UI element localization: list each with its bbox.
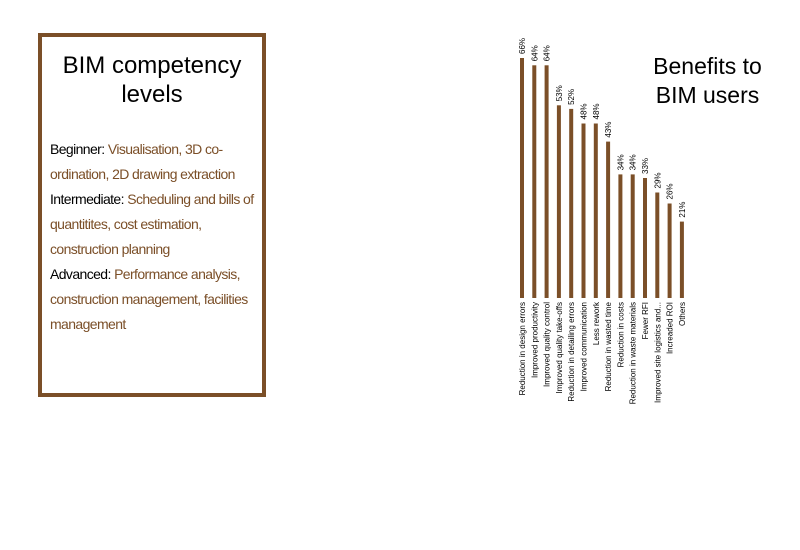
bar-7 <box>606 141 611 298</box>
bar-value-label-2: 64% <box>543 45 552 61</box>
bar-value-label-0: 66% <box>518 38 527 54</box>
bar-value-label-9: 34% <box>629 154 638 170</box>
category-label-4: Reduction in detailing errors <box>567 302 576 402</box>
level-advanced: Advanced: Performance analysis, construc… <box>50 262 265 337</box>
bar-value-label-6: 48% <box>592 103 601 119</box>
bar-8 <box>618 174 623 298</box>
level-beginner-desc: Visualisation, 3D co-ordination, 2D draw… <box>50 141 235 182</box>
bar-2 <box>544 65 549 298</box>
competency-card-title: BIM competency levels <box>42 51 262 109</box>
bar-value-label-8: 34% <box>616 154 625 170</box>
category-label-2: Improved quality control <box>543 302 552 387</box>
bar-value-label-11: 29% <box>653 172 662 188</box>
category-label-10: Fewer RFI <box>641 302 650 339</box>
bar-value-label-13: 21% <box>678 202 687 218</box>
bar-value-label-5: 48% <box>580 103 589 119</box>
bar-value-label-10: 33% <box>641 158 650 174</box>
bar-3 <box>556 105 561 298</box>
bar-10 <box>643 178 647 298</box>
bar-6 <box>593 123 598 298</box>
category-label-11: Improved site logistics and... <box>653 302 662 403</box>
category-label-12: Increaded ROI <box>666 302 675 354</box>
competency-title-line-1: BIM competency <box>62 52 242 79</box>
category-label-9: Reduction in waste materials <box>629 302 638 404</box>
level-advanced-name: Advanced: <box>50 266 111 282</box>
category-label-6: Less rework <box>592 301 601 345</box>
level-beginner-name: Beginner: <box>50 141 105 157</box>
category-label-13: Others <box>678 302 687 326</box>
bar-4 <box>569 108 574 299</box>
competency-levels: Beginner: Visualisation, 3D co-ordinatio… <box>50 137 265 337</box>
bar-value-label-4: 52% <box>567 89 576 105</box>
bar-value-label-3: 53% <box>555 85 564 101</box>
level-intermediate-name: Intermediate: <box>50 191 125 207</box>
bar-value-label-7: 43% <box>604 122 613 138</box>
category-label-5: Improved communication <box>580 302 589 391</box>
bar-value-label-1: 64% <box>530 45 539 61</box>
chart-title-line-2: BIM users <box>655 82 760 108</box>
category-label-7: Reduction in wasted time <box>604 301 613 391</box>
competency-card: BIM competency levels Beginner: Visualis… <box>38 33 266 397</box>
level-beginner: Beginner: Visualisation, 3D co-ordinatio… <box>50 137 265 187</box>
bar-1 <box>532 65 537 298</box>
bar-12 <box>667 203 672 298</box>
bar-5 <box>581 123 586 298</box>
bar-0 <box>520 58 524 298</box>
bar-11 <box>655 192 660 298</box>
chart-title-line-1: Benefits to <box>653 53 762 79</box>
competency-title-line-2: levels <box>121 81 183 108</box>
category-label-3: Improved quality take-offs <box>555 302 564 393</box>
level-intermediate: Intermediate: Scheduling and bills of qu… <box>50 187 265 262</box>
category-label-0: Reduction in design errors <box>518 302 527 395</box>
bar-9 <box>630 174 635 298</box>
bar-13 <box>679 221 684 298</box>
bar-value-label-12: 26% <box>666 183 675 199</box>
level-intermediate-desc: Scheduling and bills of quantitites, cos… <box>50 191 254 257</box>
category-label-1: Improved productivity <box>530 302 539 378</box>
level-advanced-desc: Performance analysis, construction manag… <box>50 266 248 332</box>
chart-title: Benefits to BIM users <box>635 52 780 110</box>
category-label-8: Reduction in costs <box>616 302 625 367</box>
